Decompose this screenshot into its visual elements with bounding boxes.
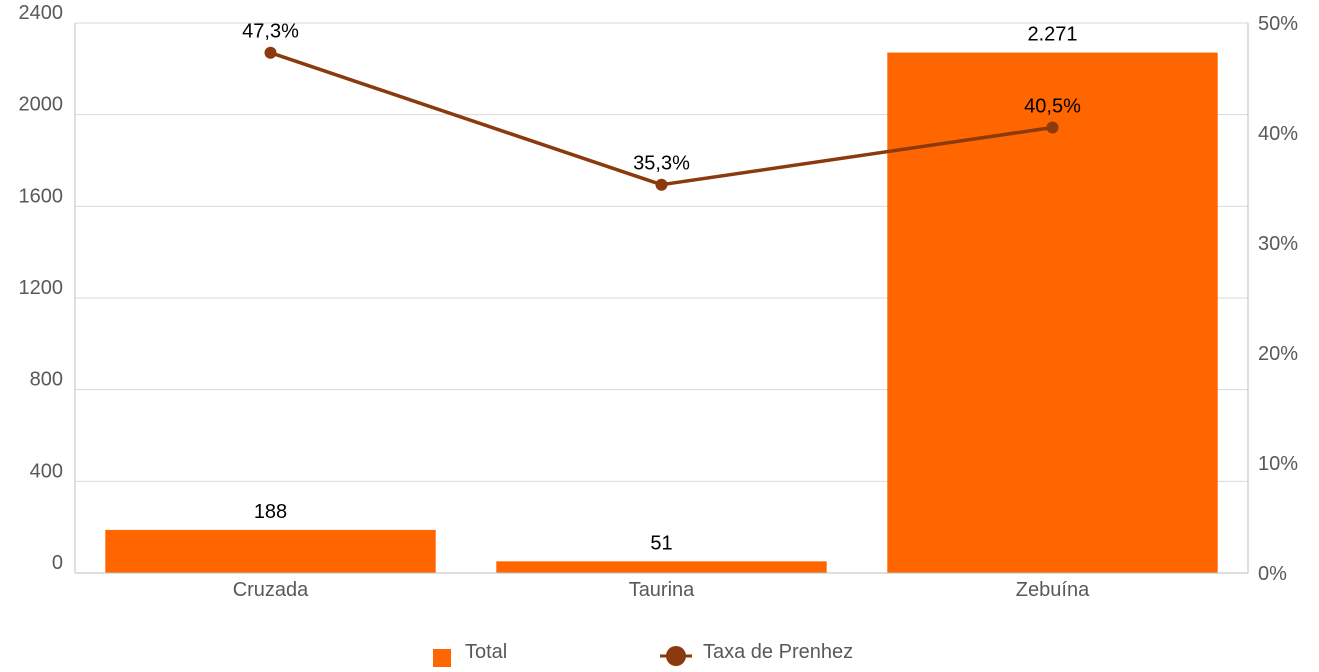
bar [105,529,436,573]
y-left-tick-label: 0 [52,552,63,574]
legend-marker-taxa [666,646,686,666]
axes [74,23,1249,574]
y-left-tick-label: 800 [30,369,63,391]
bar-series [105,52,1218,573]
y-right-tick-label: 40% [1258,123,1298,145]
bar-value-label: 2.271 [1027,24,1077,46]
line-point [1046,121,1059,134]
line-series [264,46,1059,191]
data-labels: 188 51 2.271 47,3% 35,3% 40,5% [242,21,1081,555]
line-point [655,178,668,191]
y-right-tick-label: 50% [1258,13,1298,35]
y-left-tick-label: 2400 [19,2,64,24]
tick-labels: 0 400 800 1200 1600 2000 2400 0% 10% 20% 30% 40% 50%… [19,2,1299,601]
y-left-tick-label: 400 [30,460,63,482]
x-category-label: Taurina [629,579,695,601]
y-right-tick-label: 10% [1258,453,1298,475]
legend: Total Taxa de Prenhez [433,641,853,667]
y-right-tick-label: 0% [1258,563,1287,585]
line-value-label: 47,3% [242,21,299,43]
bar-value-label: 188 [254,501,287,523]
bar [887,52,1218,573]
bar [496,561,827,573]
y-right-tick-label: 30% [1258,233,1298,255]
y-left-tick-label: 1600 [19,185,64,207]
x-category-label: Zebuína [1016,579,1090,601]
legend-swatch-total [433,649,451,667]
y-right-tick-label: 20% [1258,343,1298,365]
line-value-label: 35,3% [633,153,690,175]
x-category-label: Cruzada [233,579,309,601]
line-point [264,46,277,59]
bar-value-label: 51 [650,532,672,554]
line-value-label: 40,5% [1024,96,1081,118]
legend-label-total: Total [465,641,507,663]
y-left-tick-label: 1200 [19,277,64,299]
legend-label-taxa: Taxa de Prenhez [703,641,853,663]
y-left-tick-label: 2000 [19,94,64,116]
